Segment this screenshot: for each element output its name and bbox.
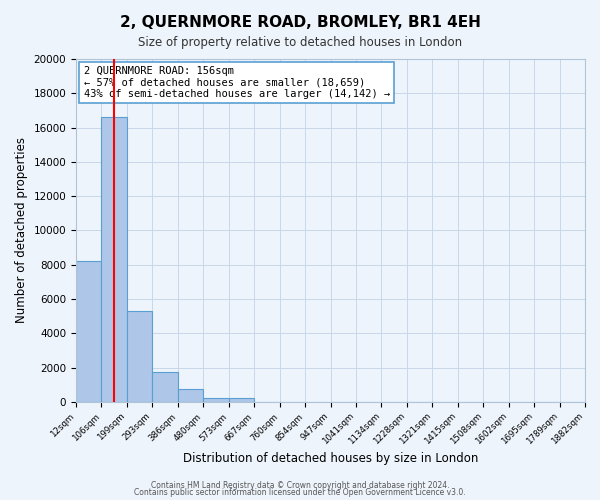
- Bar: [178, 389, 203, 402]
- Bar: [101, 118, 127, 402]
- Bar: [152, 372, 178, 402]
- Text: Contains HM Land Registry data © Crown copyright and database right 2024.: Contains HM Land Registry data © Crown c…: [151, 480, 449, 490]
- Text: 2, QUERNMORE ROAD, BROMLEY, BR1 4EH: 2, QUERNMORE ROAD, BROMLEY, BR1 4EH: [119, 15, 481, 30]
- Bar: [127, 311, 152, 402]
- Text: Size of property relative to detached houses in London: Size of property relative to detached ho…: [138, 36, 462, 49]
- Bar: [76, 262, 101, 402]
- X-axis label: Distribution of detached houses by size in London: Distribution of detached houses by size …: [183, 452, 478, 465]
- Text: 2 QUERNMORE ROAD: 156sqm
← 57% of detached houses are smaller (18,659)
43% of se: 2 QUERNMORE ROAD: 156sqm ← 57% of detach…: [83, 66, 390, 99]
- Bar: [203, 398, 229, 402]
- Y-axis label: Number of detached properties: Number of detached properties: [15, 138, 28, 324]
- Bar: [229, 398, 254, 402]
- Text: Contains public sector information licensed under the Open Government Licence v3: Contains public sector information licen…: [134, 488, 466, 497]
